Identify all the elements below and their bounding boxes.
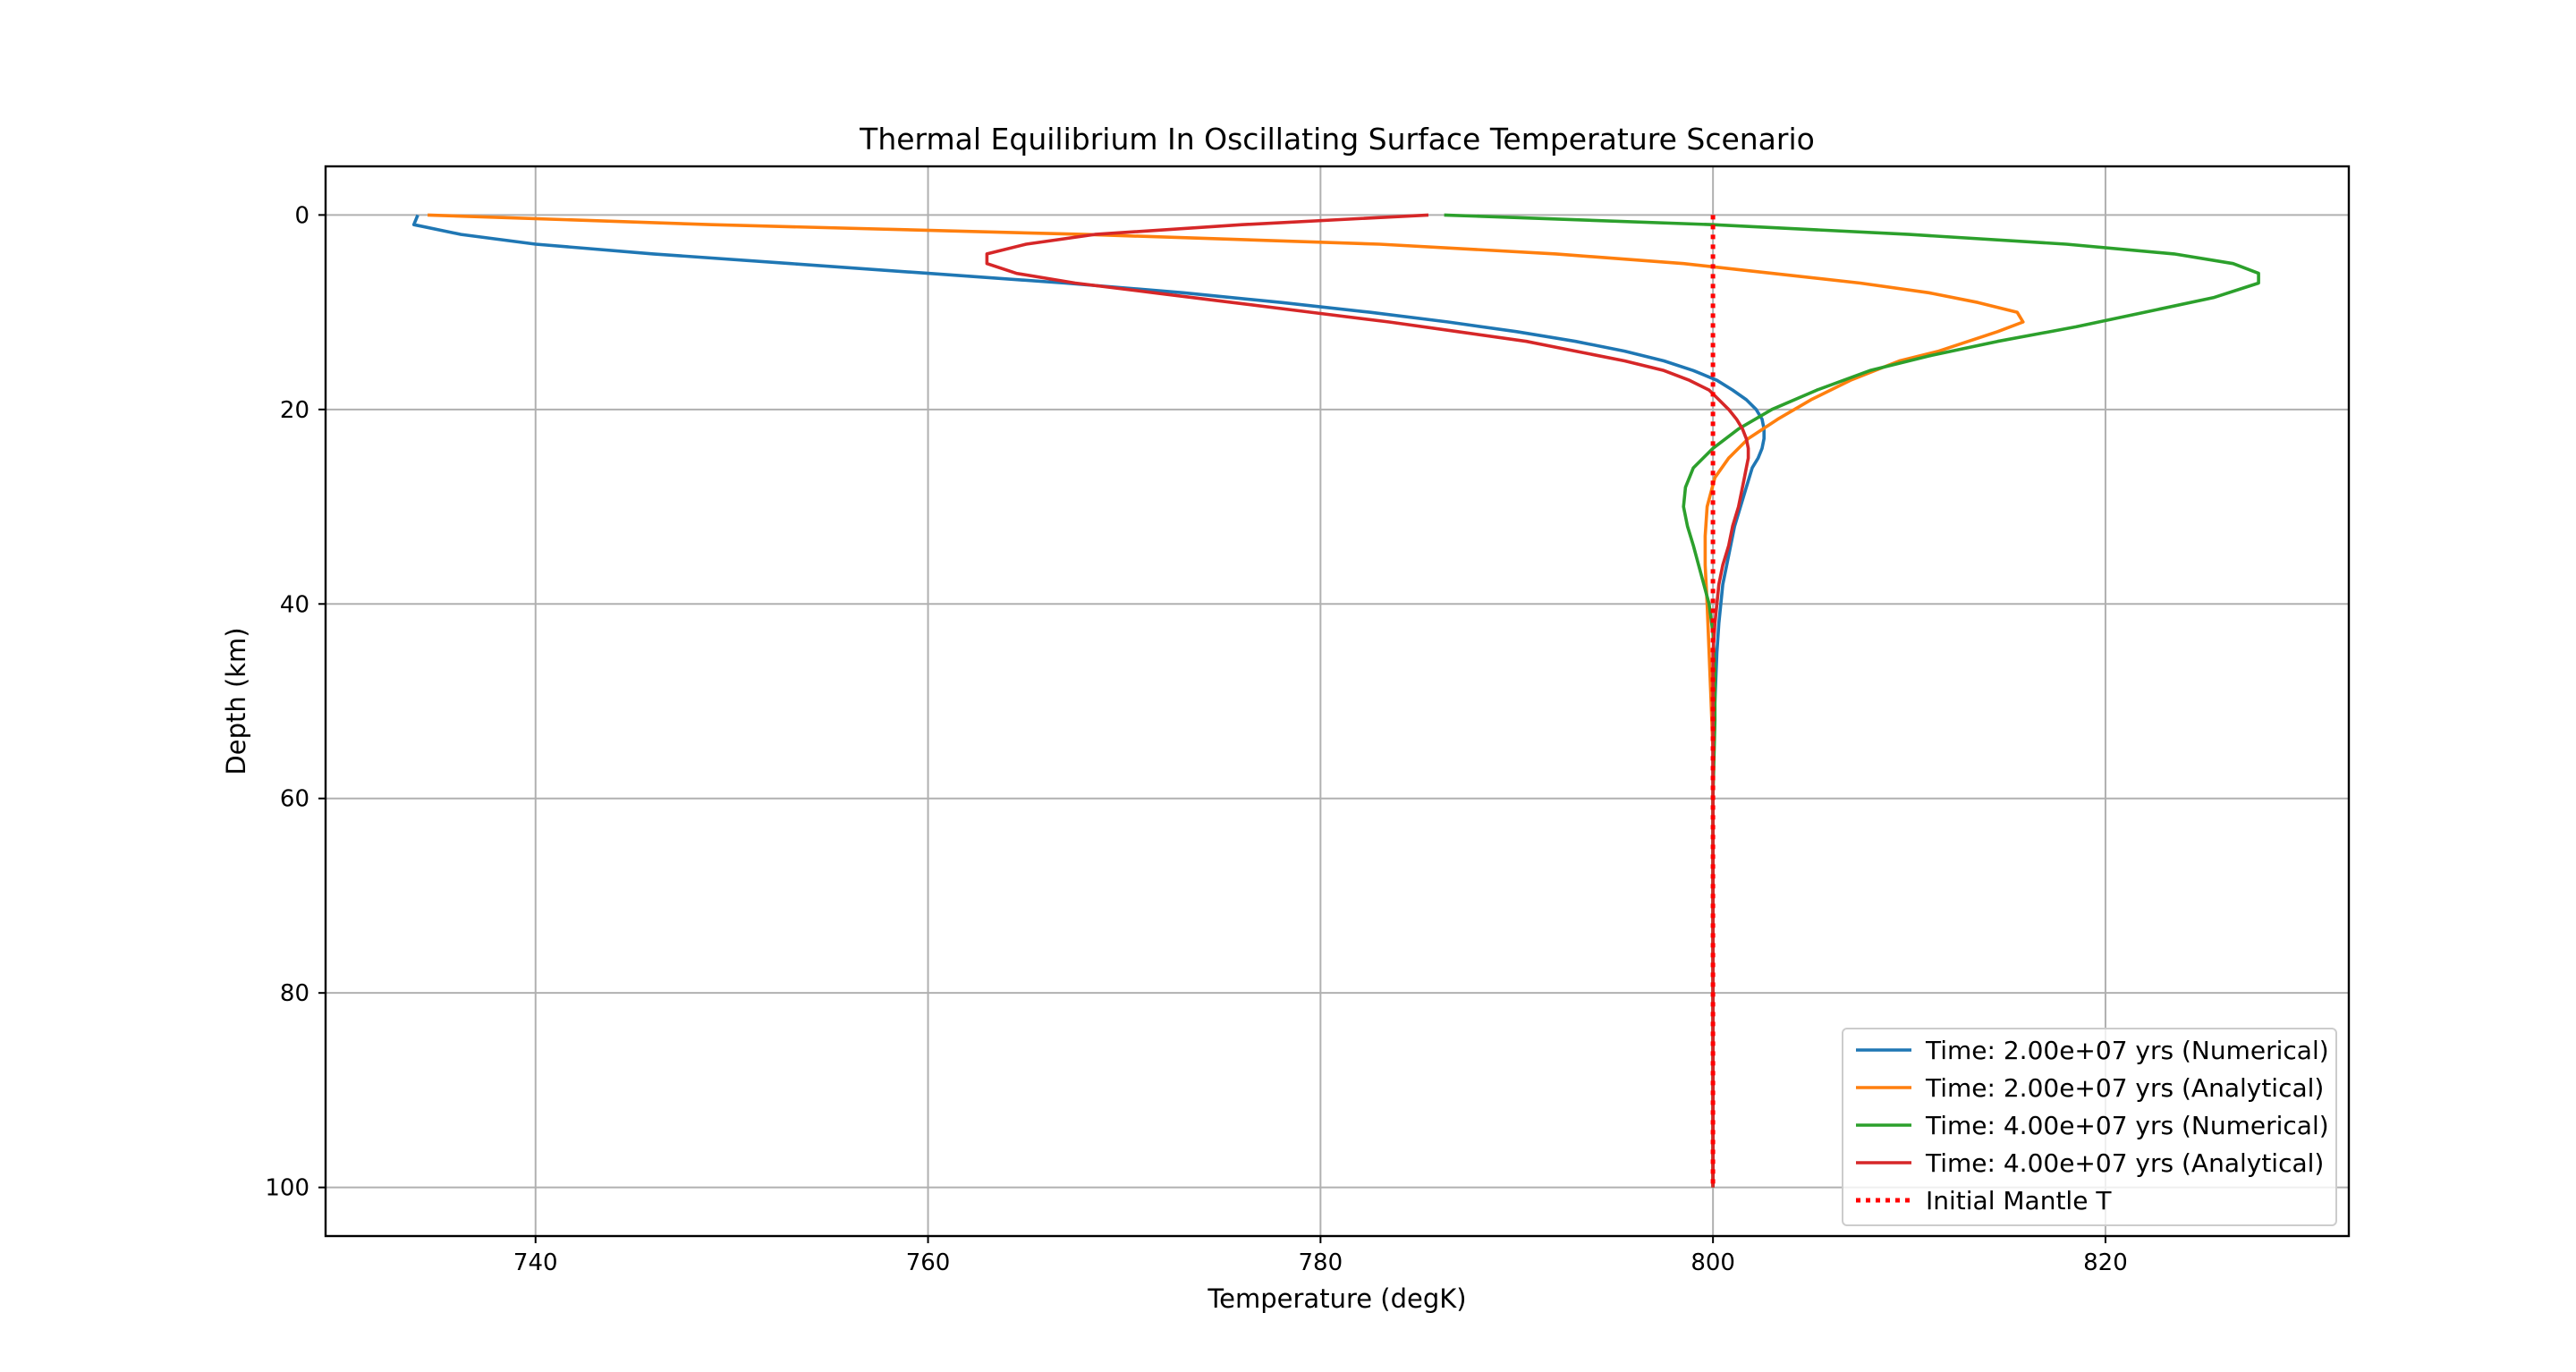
x-tick-label: 780 [1299, 1249, 1343, 1276]
legend-entry-label: Time: 4.00e+07 yrs (Numerical) [1925, 1111, 2329, 1140]
y-tick-label: 100 [265, 1175, 309, 1202]
series-line-3 [1444, 213, 2260, 1188]
x-tick-label: 820 [2083, 1249, 2128, 1276]
y-tick-label: 20 [280, 397, 309, 424]
x-tick-label: 760 [906, 1249, 951, 1276]
legend-entry-label: Time: 4.00e+07 yrs (Analytical) [1925, 1148, 2324, 1178]
y-axis-label: Depth (km) [221, 627, 251, 775]
y-tick-label: 60 [280, 786, 309, 813]
y-tick-label: 80 [280, 980, 309, 1007]
legend-frame [1842, 1028, 2337, 1226]
y-tick-label: 0 [294, 202, 309, 229]
legend: Time: 2.00e+07 yrs (Numerical) Time: 2.00… [1842, 1028, 2337, 1226]
x-tick-label: 740 [513, 1249, 558, 1276]
legend-entry-label: Initial Mantle T [1926, 1186, 2112, 1215]
series-line-4 [985, 213, 1750, 1188]
chart-title: Thermal Equilibrium In Oscillating Surfa… [859, 122, 1815, 157]
y-tick-label: 40 [280, 591, 309, 618]
series-layer [411, 213, 2260, 1188]
plot-area-frame [324, 165, 2351, 1238]
x-axis-label: Temperature (degK) [1207, 1283, 1466, 1314]
legend-entry-label: Time: 2.00e+07 yrs (Numerical) [1925, 1036, 2329, 1065]
legend-entry-label: Time: 2.00e+07 yrs (Analytical) [1925, 1073, 2324, 1103]
axis-ticks: 740 760 780 800 820 0 20 40 60 80 100 [265, 202, 2127, 1276]
x-tick-label: 800 [1690, 1249, 1735, 1276]
